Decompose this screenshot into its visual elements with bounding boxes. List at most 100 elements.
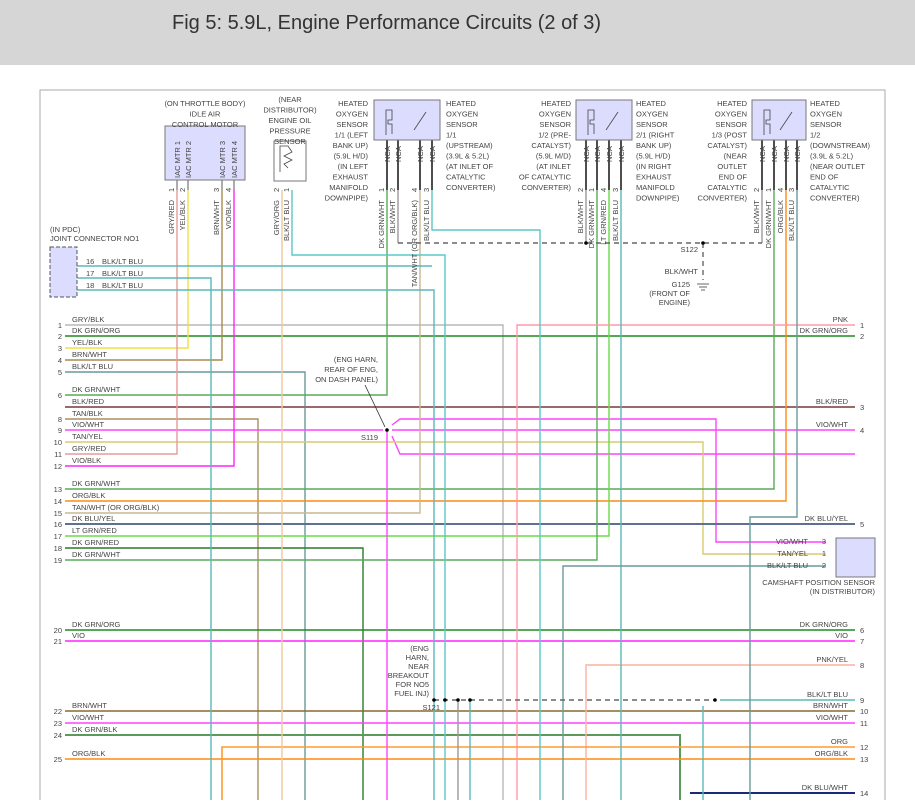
g125-label: G125 bbox=[672, 280, 690, 289]
s121-note: FOR NO5 bbox=[396, 680, 429, 689]
o2-pin-label: NCA bbox=[593, 146, 602, 162]
resistor-icon bbox=[279, 145, 293, 172]
joint-connector-caption: (IN PDC) bbox=[50, 225, 81, 234]
o2-caption-left: HEATED bbox=[541, 99, 571, 108]
o2-caption-left: OXYGEN bbox=[336, 110, 368, 119]
o2-caption-left: END OF bbox=[719, 173, 748, 182]
oil-pin-number: 2 bbox=[272, 188, 281, 192]
left-row-wire-label: BRN/WHT bbox=[72, 350, 107, 359]
o2-caption-left: CONVERTER) bbox=[698, 194, 748, 203]
right-row-number: 3 bbox=[860, 403, 864, 412]
o2-caption-right: OXYGEN bbox=[636, 110, 668, 119]
o2-caption-left: (NEAR bbox=[724, 152, 748, 161]
o2-caption-right: CATALYTIC bbox=[446, 173, 486, 182]
splice-dot bbox=[584, 241, 588, 245]
o2-caption-right: CONVERTER) bbox=[810, 194, 860, 203]
wire-left-row-18 bbox=[65, 547, 364, 800]
oxygen-sensor-1-1 bbox=[373, 99, 441, 141]
joint-connector-no1 bbox=[49, 246, 78, 298]
o2-caption-right: 2/1 (RIGHT bbox=[636, 131, 675, 140]
cam-caption: CAMSHAFT POSITION SENSOR bbox=[762, 578, 875, 587]
iac-pin-number: 3 bbox=[212, 188, 221, 192]
o2-caption-left: CATALYST) bbox=[707, 141, 747, 150]
o2-caption-left: 1/1 (LEFT bbox=[335, 131, 369, 140]
o2-pin-number: 4 bbox=[599, 188, 608, 192]
cam-wire-label: TAN/YEL bbox=[777, 549, 808, 558]
o2-caption-right: 1/2 bbox=[810, 131, 820, 140]
variable-resistor-icon bbox=[413, 111, 427, 131]
o2-caption-right: HEATED bbox=[636, 99, 666, 108]
o2-caption-left: CATALYTIC bbox=[707, 183, 747, 192]
iac-pin-number: 2 bbox=[178, 188, 187, 192]
s119-note: (ENG HARN, bbox=[334, 355, 378, 364]
camshaft-position-sensor bbox=[835, 537, 876, 578]
o2-pin-number: 4 bbox=[410, 188, 419, 192]
left-row-number: 13 bbox=[54, 485, 62, 494]
oxygen-sensor-1-3 bbox=[751, 99, 807, 141]
o2-caption-left: SENSOR bbox=[336, 120, 368, 129]
left-row-number: 12 bbox=[54, 462, 62, 471]
left-row-wire-label: DK GRN/ORG bbox=[72, 620, 121, 629]
right-row-wire-label: DK BLU/WHT bbox=[802, 783, 849, 792]
right-row-number: 5 bbox=[860, 520, 864, 529]
o2-caption-left: (IN LEFT bbox=[338, 162, 369, 171]
s121-note: (ENG bbox=[410, 644, 429, 653]
splice-dot bbox=[456, 698, 460, 702]
joint-pin-number: 18 bbox=[86, 281, 94, 290]
o2-caption-right: (AT INLET OF bbox=[446, 162, 494, 171]
left-row-wire-label: LT GRN/RED bbox=[72, 526, 117, 535]
oxygen-sensor-1-2 bbox=[575, 99, 633, 141]
variable-resistor-icon bbox=[605, 111, 619, 131]
cam-pin-number: 3 bbox=[822, 537, 826, 546]
right-row-wire-label: DK BLU/YEL bbox=[805, 514, 848, 523]
o2-caption-right: HEATED bbox=[446, 99, 476, 108]
wire-right-org bbox=[221, 746, 855, 800]
left-row-wire-label: DK GRN/ORG bbox=[72, 326, 121, 335]
o2-caption-left: DOWNPIPE) bbox=[325, 194, 369, 203]
cam-wire-label: VIO/WHT bbox=[776, 537, 808, 546]
joint-connector-caption: JOINT CONNECTOR NO1 bbox=[50, 234, 139, 243]
left-row-number: 14 bbox=[54, 497, 62, 506]
wire-cam-blk-lt-blu bbox=[562, 565, 826, 800]
left-row-number: 2 bbox=[58, 332, 62, 341]
right-row-number: 1 bbox=[860, 321, 864, 330]
heater-icon bbox=[587, 109, 595, 135]
right-row-number: 13 bbox=[860, 755, 868, 764]
wire-left-row-1 bbox=[65, 324, 504, 800]
left-row-number: 8 bbox=[58, 415, 62, 424]
right-row-wire-label: DK GRN/ORG bbox=[800, 620, 849, 629]
splice-dot bbox=[432, 698, 436, 702]
cam-caption: (IN DISTRIBUTOR) bbox=[810, 587, 876, 596]
s122-label: S122 bbox=[680, 245, 698, 254]
right-row-wire-label: PNK bbox=[833, 315, 848, 324]
o2-pin-number: 2 bbox=[388, 188, 397, 192]
o2-caption-left: (AT INLET bbox=[536, 162, 571, 171]
o2-caption-left: 1/3 (POST bbox=[712, 131, 748, 140]
left-row-number: 1 bbox=[58, 321, 62, 330]
wire-joint-17 bbox=[77, 277, 212, 800]
o2-pin-label: NCA bbox=[428, 146, 437, 162]
callout-arrow bbox=[364, 384, 386, 428]
o2-caption-left: BANK UP) bbox=[333, 141, 369, 150]
wire-blk-lt-blu-oil bbox=[291, 190, 446, 800]
iac-pin-label: IAC MTR 1 bbox=[173, 141, 182, 178]
left-row-wire-label: ORG/BLK bbox=[72, 749, 105, 758]
o2-caption-left: OXYGEN bbox=[539, 110, 571, 119]
o2-pin-label: NCA bbox=[617, 146, 626, 162]
right-row-wire-label: ORG bbox=[831, 737, 848, 746]
left-row-wire-label: DK GRN/WHT bbox=[72, 550, 121, 559]
o2-wire-label: BLK/LT BLU bbox=[611, 200, 620, 241]
splice-dot bbox=[713, 698, 717, 702]
s121-note: NEAR bbox=[408, 662, 429, 671]
o2-caption-left: OXYGEN bbox=[715, 110, 747, 119]
right-row-wire-label: VIO bbox=[835, 631, 848, 640]
o2-caption-left: HEATED bbox=[717, 99, 747, 108]
iac-caption: IDLE AIR bbox=[190, 110, 221, 119]
o2-caption-right: 1/1 bbox=[446, 131, 456, 140]
o2-caption-right: OXYGEN bbox=[446, 110, 478, 119]
left-row-number: 3 bbox=[58, 344, 62, 353]
oil-wire-label: BLK/LT BLU bbox=[282, 200, 291, 241]
iac-pin-number: 1 bbox=[167, 188, 176, 192]
o2-pin-number: 3 bbox=[422, 188, 431, 192]
left-row-wire-label: VIO/BLK bbox=[72, 456, 101, 465]
